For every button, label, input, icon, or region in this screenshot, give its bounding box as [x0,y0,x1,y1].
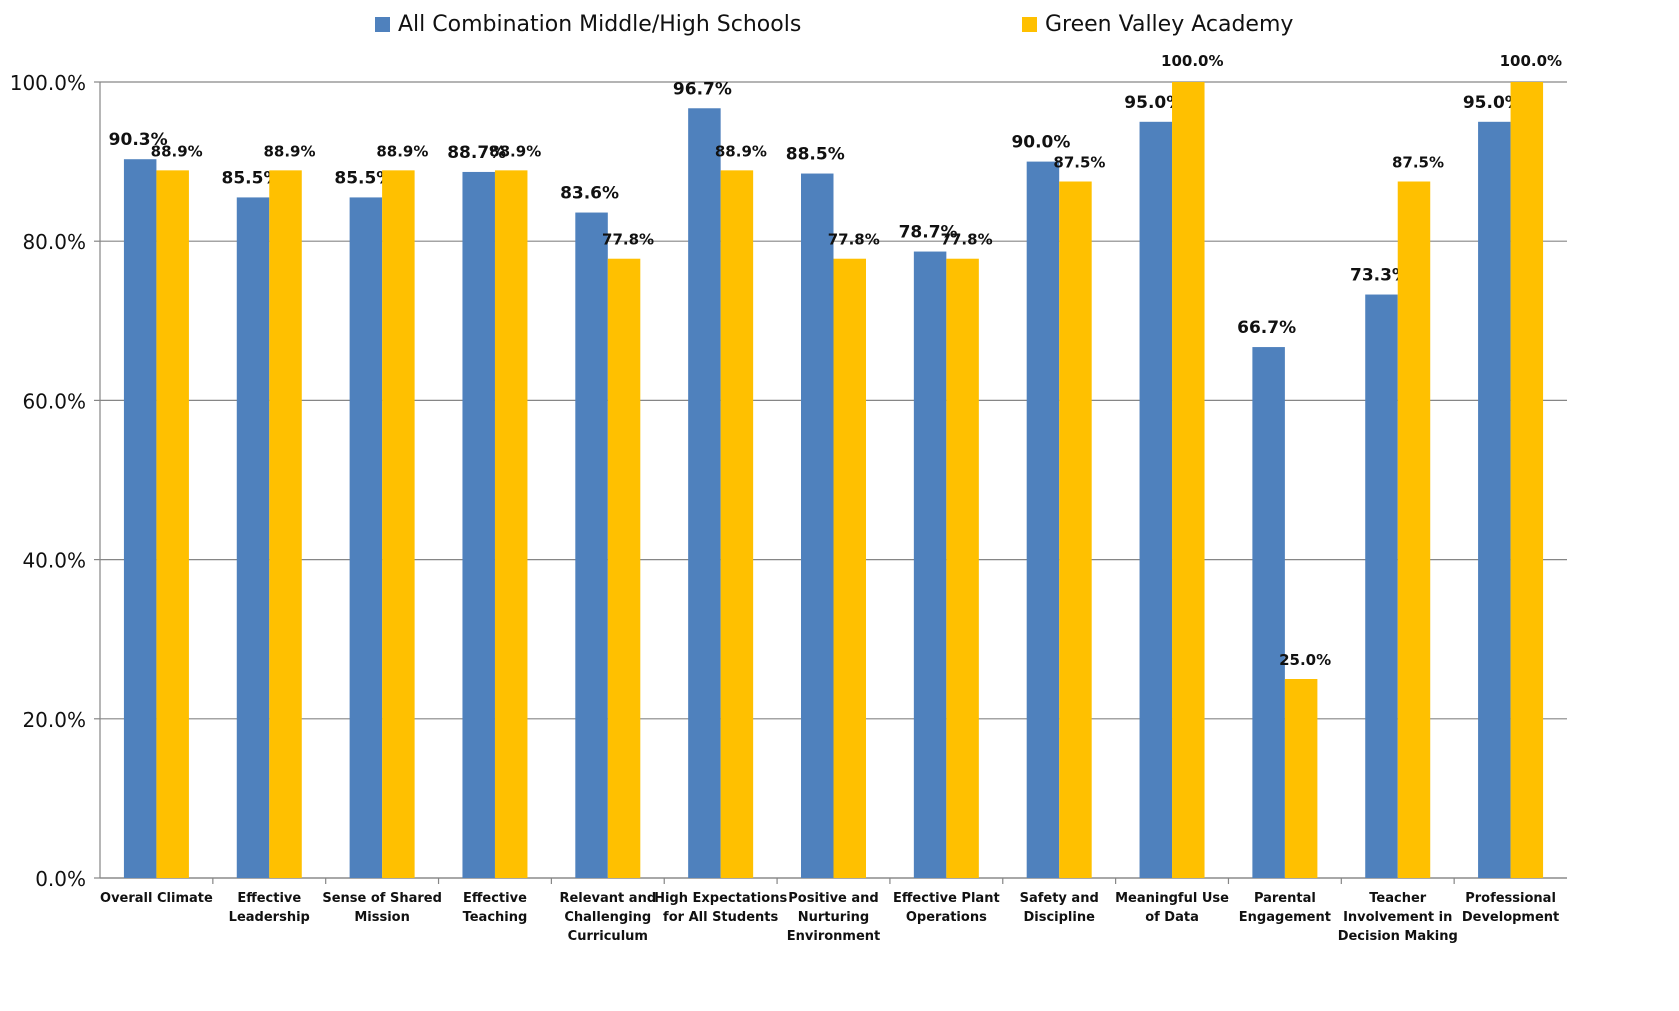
data-label-green-valley: 77.8% [941,231,993,249]
bar-green-valley [1172,82,1205,878]
data-label-all-combination: 85.5% [334,168,393,188]
x-category-label: Positive and [788,891,878,906]
data-label-all-combination: 96.7% [673,79,732,99]
bar-all-combination [1252,347,1285,878]
data-label-all-combination: 78.7% [899,223,958,243]
x-category-label: Mission [354,910,410,925]
data-label-green-valley: 100.0% [1161,52,1223,70]
legend-item-green-valley: Green Valley Academy [1022,6,1293,42]
data-label-green-valley: 77.8% [602,231,654,249]
x-category-label: Development [1462,910,1559,925]
data-label-green-valley: 100.0% [1500,52,1562,70]
bar-all-combination [801,173,834,879]
x-category-label: Effective Plant [893,891,1000,906]
bar-all-combination [1026,161,1060,879]
y-tick-label: 0.0% [35,867,86,891]
x-category-label: Involvement in [1343,910,1452,925]
x-category-label: Meaningful Use [1115,891,1229,906]
bar-green-valley [946,258,979,878]
data-label-green-valley: 87.5% [1053,154,1105,172]
data-label-green-valley: 88.9% [489,142,541,160]
legend-swatch-blue [375,16,390,32]
bar-all-combination [575,212,608,878]
bar-all-combination [1478,121,1511,879]
bar-green-valley [382,170,415,878]
data-label-green-valley: 88.9% [376,142,428,160]
bar-green-valley [1397,181,1431,878]
bar-green-valley [269,170,302,878]
data-label-all-combination: 73.3% [1350,266,1409,286]
x-category-label: Parental [1254,891,1316,906]
x-category-label: Sense of Shared [322,891,442,906]
y-tick-label: 60.0% [22,389,86,413]
x-category-label: Challenging [564,910,651,925]
legend: All Combination Middle/High Schools Gree… [0,6,1679,42]
x-category-label: Teaching [463,910,528,925]
x-category-label: Effective [237,891,301,906]
y-tick-label: 40.0% [22,549,86,573]
bar-green-valley [833,258,866,878]
x-category-label: Relevant and [559,891,656,906]
y-tick-label: 20.0% [22,708,86,732]
x-category-label: for All Students [663,910,778,925]
data-label-all-combination: 90.0% [1011,133,1070,153]
x-category-label: High Expectations [654,891,787,906]
data-label-all-combination: 88.7% [447,143,506,163]
bar-green-valley [720,170,754,878]
x-category-label: Operations [906,910,987,925]
bar-green-valley [607,258,641,878]
bar-all-combination [913,251,947,879]
bar-green-valley [1510,82,1544,878]
data-label-green-valley: 88.9% [151,142,203,160]
data-label-all-combination: 90.3% [109,130,168,150]
x-category-label: Decision Making [1338,929,1458,944]
y-tick-label: 100.0% [10,71,86,95]
data-label-green-valley: 88.9% [263,142,315,160]
bar-green-valley [156,170,189,878]
data-label-all-combination: 66.7% [1237,318,1296,338]
x-category-label: Nurturing [798,910,869,925]
legend-item-all-combination: All Combination Middle/High Schools [375,6,801,42]
x-category-label: of Data [1145,910,1199,925]
x-category-label: Curriculum [568,929,648,944]
bar-all-combination [349,197,383,879]
data-label-all-combination: 95.0% [1463,93,1522,113]
data-label-all-combination: 95.0% [1124,93,1183,113]
x-category-label: Environment [787,929,881,944]
bar-all-combination [1365,294,1398,879]
bar-all-combination [1139,121,1173,879]
legend-swatch-gold [1022,16,1037,32]
bar-all-combination [462,171,495,878]
y-tick-label: 80.0% [22,230,86,254]
data-label-all-combination: 85.5% [222,168,281,188]
x-category-label: Engagement [1239,910,1331,925]
x-category-label: Teacher [1369,891,1427,906]
bar-all-combination [123,159,157,878]
data-label-green-valley: 25.0% [1279,651,1331,669]
bar-all-combination [236,197,270,879]
x-category-label: Safety and [1020,891,1099,906]
bar-green-valley [1059,181,1092,878]
data-label-green-valley: 77.8% [828,231,880,249]
bar-all-combination [688,108,721,878]
x-category-label: Overall Climate [100,891,213,906]
x-category-label: Discipline [1023,910,1095,925]
x-category-label: Professional [1465,891,1556,906]
bar-green-valley [1284,679,1318,878]
legend-label-green-valley: Green Valley Academy [1045,11,1294,37]
x-category-label: Effective [463,891,527,906]
data-label-all-combination: 83.6% [560,184,619,204]
data-label-green-valley: 88.9% [715,142,767,160]
legend-label-all-combination: All Combination Middle/High Schools [398,11,802,37]
bar-green-valley [494,170,528,878]
data-label-all-combination: 88.5% [786,145,845,165]
data-label-green-valley: 87.5% [1392,154,1444,172]
x-category-label: Leadership [229,910,310,925]
